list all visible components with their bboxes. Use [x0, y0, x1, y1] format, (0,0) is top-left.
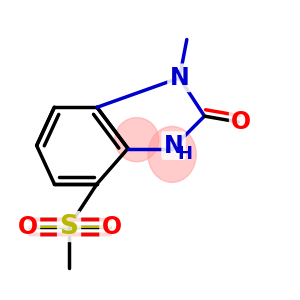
Text: O: O: [231, 110, 251, 134]
Ellipse shape: [148, 126, 196, 182]
Text: N: N: [164, 134, 183, 158]
Text: H: H: [178, 146, 193, 164]
Text: S: S: [59, 214, 79, 240]
Ellipse shape: [115, 118, 159, 162]
Text: N: N: [169, 66, 189, 90]
Text: O: O: [18, 214, 38, 239]
Text: O: O: [102, 214, 122, 239]
